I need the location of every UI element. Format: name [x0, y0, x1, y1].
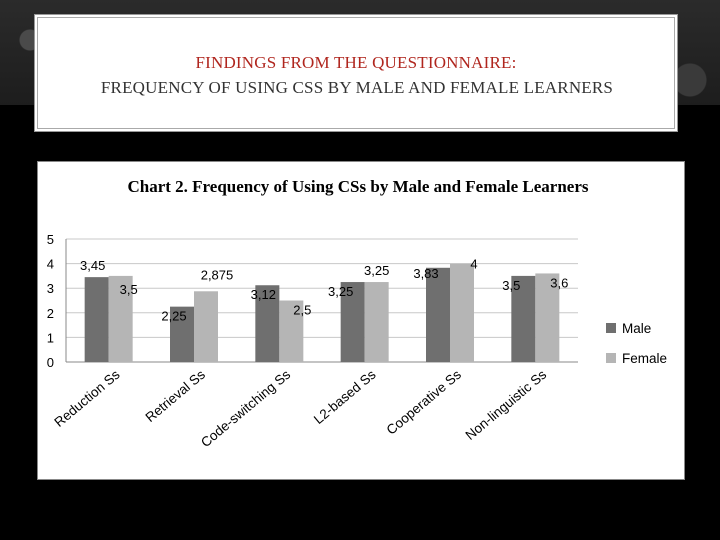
data-label: 3,5 [502, 278, 520, 293]
x-tick-label: Cooperative Ss [384, 367, 465, 438]
y-tick-label: 4 [47, 257, 54, 272]
bar-male [255, 285, 280, 362]
bar-male [84, 277, 109, 362]
legend-label-female: Female [622, 351, 667, 366]
bar-female [279, 300, 304, 362]
y-tick-label: 5 [47, 232, 54, 247]
legend-label-male: Male [622, 321, 651, 336]
slide-title-box: FINDINGS FROM THE QUESTIONNAIRE: FREQUEN… [34, 14, 678, 132]
chart-title: Chart 2. Frequency of Using CSs by Male … [127, 177, 589, 196]
legend-swatch-male [606, 323, 616, 333]
bar-male [170, 306, 194, 362]
bar-male [426, 267, 450, 362]
x-tick-label: Non-linguistic Ss [463, 367, 550, 443]
x-tick-label: Retrieval Ss [143, 367, 209, 425]
slide-subtitle: FREQUENCY OF USING CSS BY MALE AND FEMAL… [100, 78, 614, 97]
data-label: 2,25 [161, 309, 186, 324]
bar-chart: 0 1 2 3 4 5 3,45 3,5 Reduction Ss 2,25 2,875 Retrie… [47, 232, 667, 451]
y-tick-label: 0 [47, 355, 54, 370]
data-label: 2,5 [293, 303, 311, 318]
y-tick-label: 1 [47, 330, 54, 345]
bar-male [340, 282, 365, 362]
x-tick-label: Reduction Ss [51, 367, 122, 430]
data-label: 3,12 [251, 287, 276, 302]
data-label: 2,875 [201, 267, 234, 282]
bar-male [511, 275, 536, 362]
bar-female [194, 291, 218, 362]
bar-female [364, 282, 389, 362]
bar-female [108, 275, 133, 362]
data-label: 3,25 [328, 284, 353, 299]
y-tick-label: 3 [47, 281, 54, 296]
y-tick-label: 2 [47, 306, 54, 321]
chart-panel: Chart 2. Frequency of Using CSs by Male … [37, 161, 685, 480]
data-label: 3,5 [120, 282, 138, 297]
bar-female [535, 273, 560, 362]
data-label: 3,45 [80, 258, 105, 273]
x-tick-label: Code-switching Ss [198, 367, 293, 451]
data-label: 3,6 [550, 275, 568, 290]
data-label: 4 [470, 257, 477, 272]
data-label: 3,25 [364, 263, 389, 278]
legend-swatch-female [606, 353, 616, 363]
bar-female [450, 263, 474, 362]
slide-title: FINDINGS FROM THE QUESTIONNAIRE: [195, 53, 517, 72]
data-label: 3,83 [413, 266, 438, 281]
x-tick-label: L2-based Ss [311, 367, 379, 427]
